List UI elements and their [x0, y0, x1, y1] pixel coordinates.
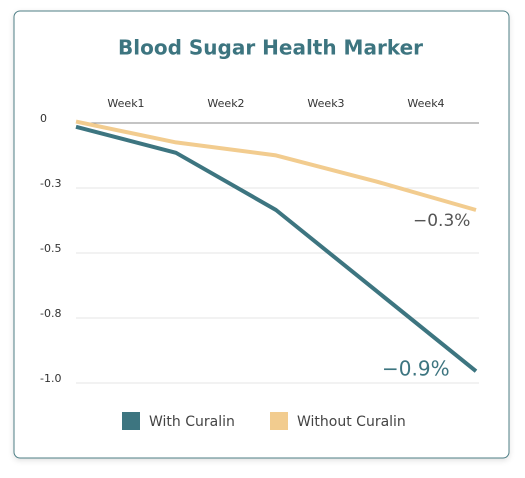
x-tick-label: Week3 — [307, 97, 344, 110]
x-tick-label: Week2 — [207, 97, 244, 110]
legend-label: With Curalin — [149, 414, 235, 430]
x-tick-label: Week1 — [107, 97, 144, 110]
legend-swatch — [122, 412, 140, 430]
legend-swatch — [270, 412, 288, 430]
chart-title: Blood Sugar Health Marker — [118, 36, 423, 60]
y-tick-label: 0 — [40, 112, 47, 125]
x-tick-label: Week4 — [407, 97, 444, 110]
y-tick-label: -1.0 — [40, 372, 61, 385]
series-line — [75, 124, 478, 373]
y-tick-label: -0.8 — [40, 307, 61, 320]
y-tick-label: -0.5 — [40, 242, 61, 255]
legend-label: Without Curalin — [297, 414, 406, 430]
annotation: −0.9% — [382, 357, 450, 381]
y-tick-label: -0.3 — [40, 177, 61, 190]
series-line — [75, 119, 477, 212]
card — [13, 10, 510, 459]
annotation: −0.3% — [413, 211, 470, 231]
